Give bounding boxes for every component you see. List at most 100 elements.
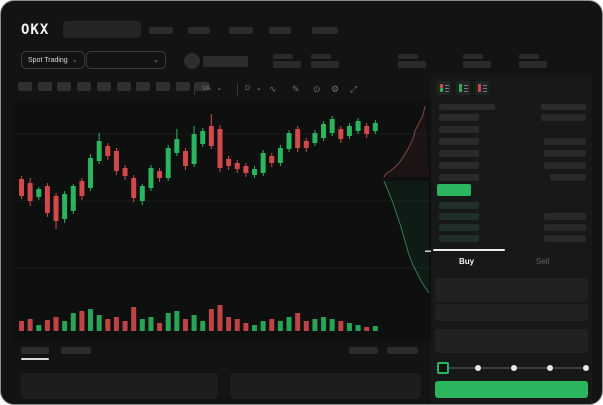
icon-bar-bottom <box>459 88 462 92</box>
stat-label <box>463 54 483 59</box>
stat-label <box>519 54 539 59</box>
volume-bar <box>329 319 335 331</box>
candle-body <box>355 121 361 131</box>
bid-row-price[interactable] <box>439 224 479 231</box>
ask-row-amount <box>541 114 586 121</box>
volume-bar <box>372 326 378 331</box>
depth-asks-line <box>383 105 426 178</box>
tab-buy[interactable]: Buy <box>459 257 475 266</box>
fullscreen-icon[interactable]: ⤢ <box>350 84 358 94</box>
ask-row-price[interactable] <box>439 138 479 145</box>
slider-stop[interactable] <box>511 365 517 371</box>
camera-icon[interactable]: ⊙ <box>313 84 321 94</box>
orders-panel-row[interactable] <box>230 373 421 399</box>
price-chart[interactable] <box>13 101 431 341</box>
volume-bar <box>243 323 249 331</box>
settings-icon[interactable]: ⚙ <box>331 84 340 94</box>
candle-body <box>217 129 223 168</box>
bid-row-price[interactable] <box>439 213 479 220</box>
book-split-view-icon[interactable] <box>437 81 451 95</box>
timeframe-button[interactable] <box>116 82 131 91</box>
draw-icon[interactable]: ✎ <box>292 84 300 94</box>
chevron-down-icon: ⌄ <box>216 85 223 92</box>
nav-item[interactable] <box>312 27 338 34</box>
candle-body <box>122 168 128 176</box>
divider <box>194 83 195 95</box>
bottom-action[interactable] <box>349 347 378 354</box>
candle-body <box>27 183 33 201</box>
bottom-tab[interactable] <box>21 347 49 354</box>
slider-stop[interactable] <box>583 365 589 371</box>
stat-value <box>463 61 491 68</box>
volume-bar <box>182 319 188 331</box>
bid-row-price[interactable] <box>439 235 479 242</box>
volume-bar <box>312 319 318 331</box>
ask-row-price[interactable] <box>439 126 479 133</box>
last-price-badge[interactable] <box>437 184 471 196</box>
ask-row-price[interactable] <box>439 114 479 121</box>
orders-panel-row[interactable] <box>21 373 218 399</box>
book-asks-view-icon[interactable] <box>475 81 489 95</box>
timeframe-button[interactable] <box>136 82 151 91</box>
nav-item[interactable] <box>149 27 173 34</box>
volume-bar <box>174 311 180 331</box>
wave-icon[interactable]: ∿ <box>269 84 277 94</box>
icon-line <box>464 85 468 86</box>
timeframe-button[interactable] <box>96 82 111 91</box>
slider-handle[interactable] <box>437 362 449 374</box>
volume-bar <box>148 317 154 331</box>
candle-body <box>157 171 163 178</box>
timeframe-button[interactable] <box>77 82 92 91</box>
nav-item[interactable] <box>229 27 253 34</box>
ask-row-price[interactable] <box>439 162 479 169</box>
okx-logo[interactable]: OKX <box>21 22 50 38</box>
ask-row-price[interactable] <box>439 174 479 181</box>
candle-body <box>148 168 154 188</box>
icon-line <box>445 85 449 86</box>
pair-dropdown[interactable]: ⌄ <box>86 51 166 69</box>
search-input[interactable] <box>63 21 141 38</box>
bid-row-amount <box>544 213 586 220</box>
nav-item[interactable] <box>269 27 291 34</box>
timeframe-button[interactable] <box>57 82 72 91</box>
icon-line <box>483 88 487 89</box>
ask-row-amount <box>544 138 586 145</box>
volume-bar <box>252 325 258 331</box>
stat-value <box>519 61 547 68</box>
slider-stop[interactable] <box>475 365 481 371</box>
bid-row-price[interactable] <box>439 202 479 209</box>
timeframe-button[interactable] <box>155 82 170 91</box>
order-input[interactable] <box>435 329 588 353</box>
market-type-dropdown[interactable]: Spot Trading ⌄ <box>21 51 85 69</box>
icon-bar-bottom <box>478 88 481 92</box>
ask-row-price[interactable] <box>439 150 479 157</box>
timeframe-button[interactable] <box>195 82 210 91</box>
icon-bar-top <box>478 84 481 88</box>
volume-bar <box>157 323 163 331</box>
indicator-dropdown[interactable]: VA ⌄ <box>202 85 223 92</box>
bottom-tab[interactable] <box>61 347 91 354</box>
timeframe-button[interactable] <box>37 82 52 91</box>
volume-bar <box>303 321 309 331</box>
timeframe-button[interactable] <box>18 82 32 91</box>
volume-bar <box>295 313 301 331</box>
slider-stop[interactable] <box>547 365 553 371</box>
tab-sell[interactable]: Sell <box>536 257 550 266</box>
icon-line <box>464 91 468 92</box>
volume-bar <box>139 319 145 331</box>
volume-bar <box>44 320 50 331</box>
book-bids-view-icon[interactable] <box>456 81 470 95</box>
orderbook-col-header-amount <box>541 104 586 110</box>
volume-bar <box>364 327 370 331</box>
bottom-action[interactable] <box>387 347 418 354</box>
candle-body <box>260 153 266 173</box>
candle-body <box>191 134 197 164</box>
chart-style-dropdown[interactable]: D ⌄ <box>245 85 262 92</box>
candle-body <box>105 146 111 156</box>
order-input[interactable] <box>435 278 588 302</box>
timeframe-button[interactable] <box>175 82 190 91</box>
buy-submit-button[interactable] <box>435 381 588 398</box>
order-input[interactable] <box>435 304 588 321</box>
nav-item[interactable] <box>188 27 210 34</box>
buy-tab-indicator <box>433 249 505 251</box>
